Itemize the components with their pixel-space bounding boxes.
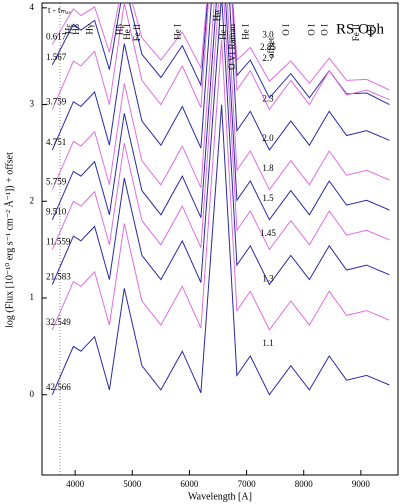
line-id: O VI Raman [227, 24, 237, 70]
spectrum [51, 3, 390, 221]
chart-title: RS Oph [336, 21, 384, 37]
x-axis-label: Wavelength [A] [188, 491, 252, 502]
offset-label: 3.0 [262, 30, 274, 40]
offset-label: 1.45 [260, 228, 276, 238]
line-id: O I [366, 24, 376, 36]
line-id: Hα [212, 10, 222, 21]
spectrum [51, 3, 390, 251]
y-tick-label: 4 [30, 2, 35, 12]
offset-label: 2.3 [262, 93, 274, 103]
y-axis-label: log (Flux [10⁻¹⁰ erg s⁻¹ cm⁻² Å⁻¹]) + of… [3, 152, 15, 328]
x-tick-label: 6000 [180, 479, 199, 489]
spectrum [51, 3, 390, 106]
spectrum [51, 104, 390, 396]
x-tick-label: 8000 [295, 479, 314, 489]
series-label: 1.567 [46, 52, 67, 62]
line-id: Fe II [351, 24, 361, 41]
series-label: 0.617 [46, 32, 67, 42]
series-label: 11.559 [46, 237, 71, 247]
series-label: 42.566 [46, 382, 71, 392]
y-tick-label: 3 [30, 99, 35, 109]
series-label: 3.759 [46, 96, 67, 106]
line-id: He I [218, 24, 228, 40]
line-id: O I [319, 24, 329, 36]
y-tick-label: 2 [30, 195, 35, 205]
series-label: 21.583 [46, 272, 71, 282]
x-tick-label: 5000 [123, 479, 142, 489]
x-tick-label: 9000 [352, 479, 371, 489]
series-label: 32.549 [46, 317, 71, 327]
offset-label: 1.8 [262, 163, 274, 173]
offset-label: 1.3 [262, 273, 274, 283]
time-header: t - tₘₐₓ [48, 5, 72, 15]
line-id: He I [122, 24, 132, 40]
offset-label: 2.0 [262, 133, 274, 143]
offset-label: 2.85 [260, 42, 276, 52]
offset-header: offset [266, 37, 276, 58]
spectrum [51, 3, 390, 111]
plot-frame [41, 2, 399, 476]
spectra [51, 3, 390, 396]
spectrum [51, 3, 390, 151]
series-label: 4.751 [46, 137, 66, 147]
series-label: 9.510 [46, 207, 67, 217]
x-tick-label: 4000 [66, 479, 85, 489]
line-id: He I [172, 24, 182, 40]
y-tick-label: 1 [30, 292, 35, 302]
line-id: O I [307, 24, 317, 36]
line-id: Hβ [114, 24, 124, 35]
line-id: Fe II [132, 24, 142, 41]
line-id: He I [240, 24, 250, 40]
spectrum [51, 3, 390, 191]
offset-label: 1.5 [262, 193, 274, 203]
line-id: Hγ [85, 24, 95, 34]
series-label: 5.759 [46, 177, 67, 187]
offset-label: 2.7 [262, 53, 274, 63]
line-id: Hδ [71, 24, 81, 35]
spectrum [51, 39, 390, 331]
spectrum [51, 3, 390, 91]
x-tick-label: 7000 [238, 479, 257, 489]
offset-label: 1.1 [262, 338, 273, 348]
line-id: O I [281, 24, 291, 36]
spectrum [51, 3, 390, 286]
y-tick-label: 0 [30, 389, 35, 399]
line-id: Hε [63, 24, 73, 34]
